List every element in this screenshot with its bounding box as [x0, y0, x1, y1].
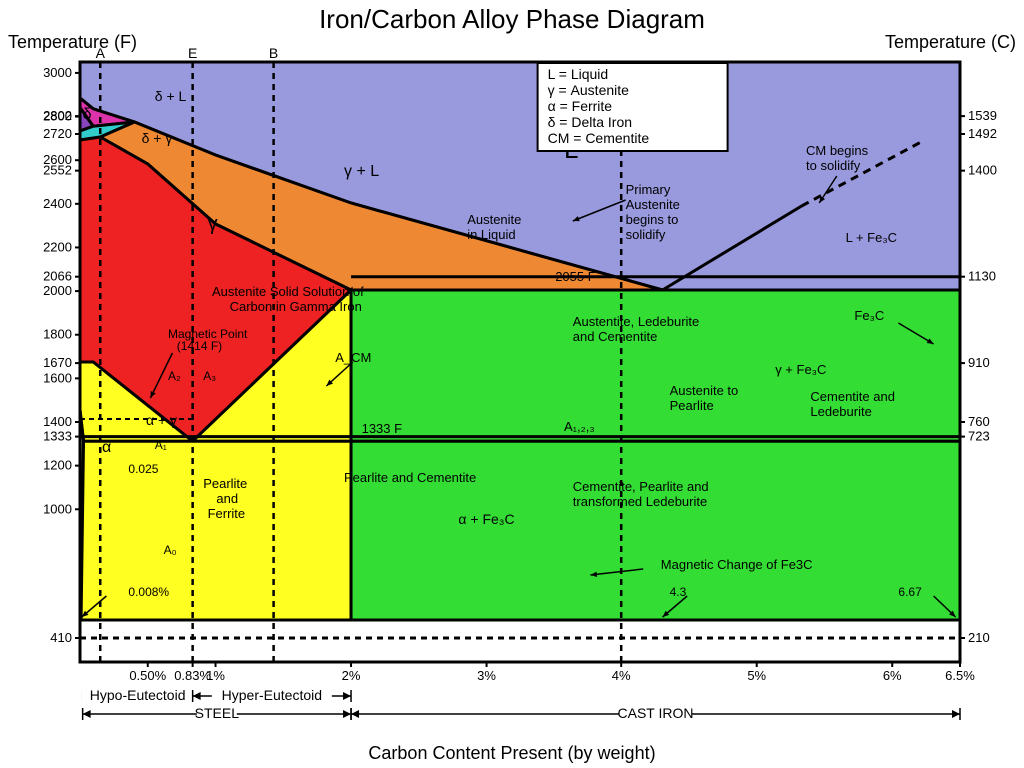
- label-18: Austentite, Ledeburite: [573, 314, 699, 329]
- label-41: α + Fe₃C: [458, 511, 514, 527]
- left-tick-2066: 2066: [43, 269, 72, 284]
- left-tick-3000: 3000: [43, 65, 72, 80]
- label-4: γ + L: [344, 163, 379, 180]
- label-29: (1414 F): [177, 339, 222, 353]
- legend-item-0: L = Liquid: [548, 66, 609, 82]
- label-27: 1333 F: [362, 421, 403, 436]
- label-31: A₂: [168, 369, 181, 383]
- legend-item-2: α = Ferrite: [548, 98, 613, 114]
- label-23: Ledeburite: [810, 404, 871, 419]
- label-34: A₁: [155, 438, 167, 452]
- label-36: 0.025: [128, 462, 158, 476]
- label-20: Fe₃C: [854, 308, 884, 323]
- legend-item-4: CM = Cementite: [548, 130, 650, 146]
- left-tick-1333: 1333: [43, 429, 72, 444]
- bottom-tick-3: 2%: [342, 668, 361, 683]
- left-tick-2552: 2552: [43, 163, 72, 178]
- left-tick-2400: 2400: [43, 196, 72, 211]
- vline-label-0: A: [96, 45, 106, 61]
- chart-svg: AEB3000280228002720260025522400220020662…: [0, 0, 1024, 768]
- label-43: transformed Ledeburite: [573, 494, 707, 509]
- label-32: A₃: [203, 369, 216, 383]
- label-7: Carbon in Gamma Iron: [230, 299, 362, 314]
- bottom-tick-2: 1%: [206, 668, 225, 683]
- left-tick-1400: 1400: [43, 414, 72, 429]
- right-tick-760: 760: [968, 414, 990, 429]
- label-45: Magnetic Change of Fe3C: [661, 557, 813, 572]
- bottom-tick-0: 0.50%: [129, 668, 166, 683]
- label-46: 0.008%: [128, 585, 169, 599]
- label-48: 6.67: [898, 585, 922, 599]
- bottom-tick-4: 3%: [477, 668, 496, 683]
- label-8: Austenite: [467, 212, 521, 227]
- left-tick-1600: 1600: [43, 370, 72, 385]
- vline-label-2: B: [269, 45, 278, 61]
- label-30: A_CM: [335, 350, 371, 365]
- bottom-tick-5: 4%: [612, 668, 631, 683]
- label-3: δ + γ: [142, 130, 173, 146]
- right-tick-1539: 1539: [968, 108, 997, 123]
- svg-text:STEEL: STEEL: [195, 705, 240, 721]
- svg-text:CAST IRON: CAST IRON: [618, 705, 694, 721]
- right-tick-1130: 1130: [968, 269, 996, 284]
- right-tick-1492: 1492: [968, 126, 997, 141]
- right-tick-723: 723: [968, 429, 990, 444]
- right-tick-210: 210: [968, 630, 990, 645]
- label-21: γ + Fe₃C: [775, 362, 826, 377]
- label-24: Austenite to: [670, 383, 739, 398]
- right-tick-910: 910: [968, 355, 990, 370]
- bottom-tick-6: 5%: [747, 668, 766, 683]
- left-tick-2800: 2800: [43, 109, 72, 124]
- label-5: γ: [208, 213, 218, 235]
- svg-text:Hyper-Eutectoid: Hyper-Eutectoid: [222, 687, 322, 703]
- left-tick-410: 410: [50, 630, 72, 645]
- region-pearl_cem: [81, 441, 351, 620]
- left-tick-1800: 1800: [43, 327, 72, 342]
- label-17: 2055 F: [555, 269, 596, 284]
- label-26: A₁,₂,₃: [564, 419, 595, 434]
- label-15: to solidify: [806, 158, 861, 173]
- region-cem_pearl: [351, 441, 960, 620]
- left-tick-1670: 1670: [43, 355, 72, 370]
- legend-item-1: γ = Austenite: [548, 82, 630, 98]
- label-11: Austenite: [626, 197, 680, 212]
- label-35: α: [102, 439, 111, 456]
- left-tick-2720: 2720: [43, 126, 72, 141]
- left-tick-2200: 2200: [43, 239, 72, 254]
- bottom-tick-7: 6%: [883, 668, 902, 683]
- label-6: Austenite Solid Solution of: [212, 284, 364, 299]
- legend-item-3: δ = Delta Iron: [548, 114, 632, 130]
- svg-text:Hypo-Eutectoid: Hypo-Eutectoid: [90, 687, 186, 703]
- label-10: Primary: [626, 182, 671, 197]
- left-tick-2000: 2000: [43, 283, 72, 298]
- bottom-tick-8: 6.5%: [945, 668, 975, 683]
- label-14: CM begins: [806, 143, 869, 158]
- label-22: Cementite and: [810, 389, 895, 404]
- label-13: solidify: [626, 227, 666, 242]
- label-44: A₀: [164, 543, 177, 557]
- label-38: and: [216, 491, 238, 506]
- label-40: Pearlite and Cementite: [344, 470, 476, 485]
- label-2: δ: [83, 106, 92, 123]
- right-tick-1400: 1400: [968, 163, 997, 178]
- left-tick-1000: 1000: [43, 501, 72, 516]
- label-37: Pearlite: [203, 476, 247, 491]
- label-42: Cementite, Pearlite and: [573, 479, 709, 494]
- label-33: α + γ: [146, 412, 177, 428]
- label-16: L + Fe₃C: [846, 230, 897, 245]
- label-39: Ferrite: [208, 506, 246, 521]
- label-25: Pearlite: [670, 398, 714, 413]
- label-1: δ + L: [155, 88, 187, 104]
- label-12: begins to: [626, 212, 679, 227]
- phase-diagram-container: Iron/Carbon Alloy Phase Diagram Temperat…: [0, 0, 1024, 768]
- label-47: 4.3: [670, 585, 687, 599]
- label-19: and Cementite: [573, 329, 658, 344]
- label-9: in Liquid: [467, 227, 515, 242]
- vline-label-1: E: [188, 45, 197, 61]
- left-tick-1200: 1200: [43, 458, 72, 473]
